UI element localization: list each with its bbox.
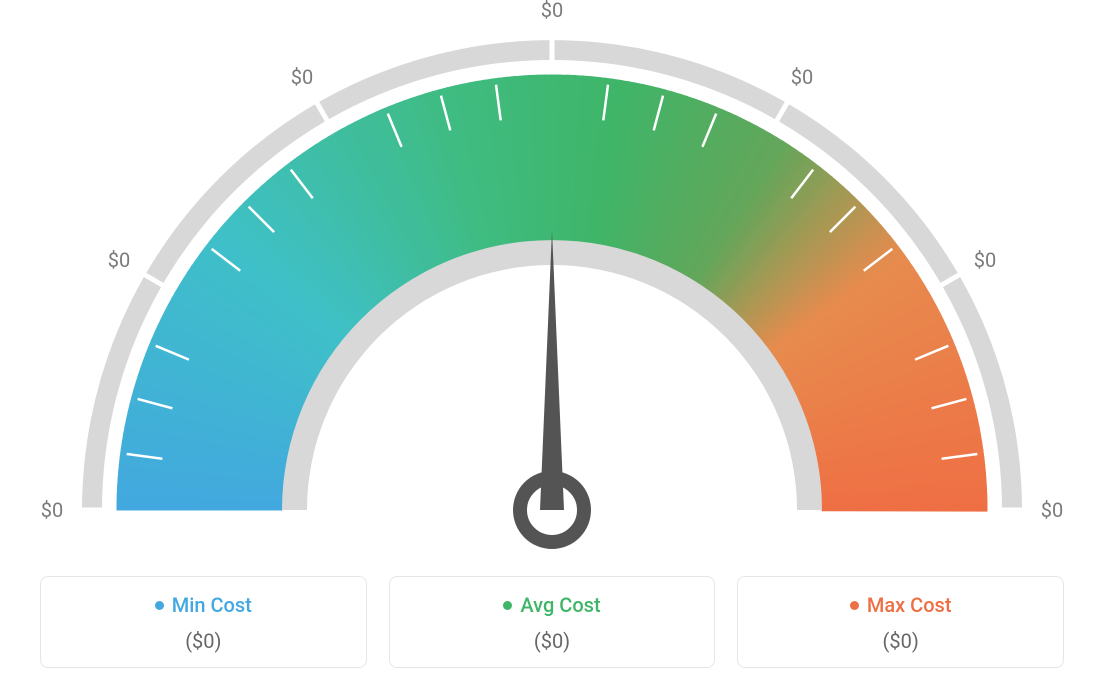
legend-title-avg: Avg Cost <box>503 593 600 617</box>
legend-dot-min <box>155 601 164 610</box>
legend-label-max: Max Cost <box>867 593 952 617</box>
legend-card-min: Min Cost ($0) <box>40 576 367 668</box>
gauge-tick-label: $0 <box>791 65 813 89</box>
legend-row: Min Cost ($0) Avg Cost ($0) Max Cost ($0… <box>40 576 1064 668</box>
gauge-cost-chart: $0 $0 $0 $0 $0 $0 $0 Min Cost ($0) Avg Cost ($… <box>0 0 1104 690</box>
legend-label-avg: Avg Cost <box>520 593 600 617</box>
legend-dot-max <box>850 601 859 610</box>
gauge-svg <box>52 20 1052 560</box>
legend-card-avg: Avg Cost ($0) <box>389 576 716 668</box>
gauge-area: $0 $0 $0 $0 $0 $0 $0 <box>0 0 1104 560</box>
legend-title-min: Min Cost <box>155 593 252 617</box>
gauge-tick-label: $0 <box>1041 498 1063 522</box>
legend-label-min: Min Cost <box>172 593 252 617</box>
gauge-tick-label: $0 <box>41 498 63 522</box>
legend-title-max: Max Cost <box>850 593 952 617</box>
legend-card-max: Max Cost ($0) <box>737 576 1064 668</box>
gauge-tick-label: $0 <box>108 248 130 272</box>
legend-value-min: ($0) <box>51 629 356 653</box>
legend-value-max: ($0) <box>748 629 1053 653</box>
legend-value-avg: ($0) <box>400 629 705 653</box>
gauge-tick-label: $0 <box>291 65 313 89</box>
gauge-tick-label: $0 <box>541 0 563 22</box>
legend-dot-avg <box>503 601 512 610</box>
gauge-tick-label: $0 <box>974 248 996 272</box>
